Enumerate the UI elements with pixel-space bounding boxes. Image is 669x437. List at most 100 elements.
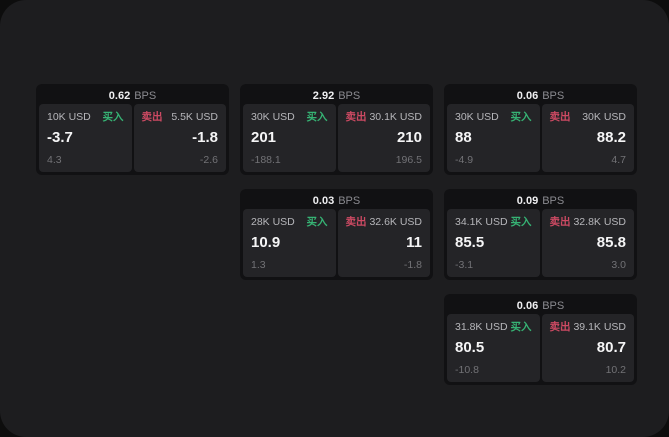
sell-panel-top: 卖出 30K USD <box>550 109 627 124</box>
quote-card: 0.03 BPS 28K USD 买入 10.9 1.3 卖出 32.6K US… <box>240 189 433 280</box>
bps-unit-label: BPS <box>338 194 361 207</box>
buy-panel[interactable]: 30K USD 买入 201 -188.1 <box>243 104 336 172</box>
sell-panel-top: 卖出 39.1K USD <box>550 319 627 334</box>
bps-value: 0.06 <box>516 299 539 312</box>
sell-panel-top: 卖出 32.8K USD <box>550 214 627 229</box>
buy-sell-panels: 30K USD 买入 88 -4.9 卖出 30K USD 88.2 4.7 <box>447 104 634 172</box>
sell-price: 85.8 <box>596 233 626 251</box>
bps-value: 0.09 <box>516 194 539 207</box>
buy-panel-top: 31.8K USD 买入 <box>455 319 532 334</box>
buy-amount: 30K USD <box>251 111 295 123</box>
sell-panel[interactable]: 卖出 32.8K USD 85.8 3.0 <box>541 209 634 277</box>
quote-card: 0.06 BPS 31.8K USD 买入 80.5 -10.8 卖出 39.1… <box>444 294 637 385</box>
buy-panel[interactable]: 34.1K USD 买入 85.5 -3.1 <box>447 209 540 277</box>
sell-amount: 39.1K USD <box>573 321 626 333</box>
buy-price: 201 <box>251 128 277 146</box>
buy-amount: 10K USD <box>47 111 91 123</box>
sell-panel-top: 卖出 32.6K USD <box>346 214 423 229</box>
buy-sub-value: -10.8 <box>455 364 479 376</box>
buy-side-label: 买入 <box>306 111 328 123</box>
sell-price: 80.7 <box>596 338 626 356</box>
sell-sub-value: 196.5 <box>395 154 422 166</box>
sell-sub-value: 4.7 <box>611 154 626 166</box>
sell-side-label: 卖出 <box>549 216 571 228</box>
sell-side-label: 卖出 <box>549 321 571 333</box>
buy-amount: 31.8K USD <box>455 321 508 333</box>
sell-side-label: 卖出 <box>141 111 163 123</box>
cards-grid: 0.62 BPS 10K USD 买入 -3.7 4.3 卖出 5.5K USD <box>36 84 637 385</box>
quote-card: 0.06 BPS 30K USD 买入 88 -4.9 卖出 30K USD <box>444 84 637 175</box>
sell-panel[interactable]: 卖出 5.5K USD -1.8 -2.6 <box>133 104 226 172</box>
buy-sell-panels: 30K USD 买入 201 -188.1 卖出 30.1K USD 210 1… <box>243 104 430 172</box>
buy-sell-panels: 31.8K USD 买入 80.5 -10.8 卖出 39.1K USD 80.… <box>447 314 634 382</box>
buy-panel-top: 30K USD 买入 <box>251 109 328 124</box>
buy-panel[interactable]: 31.8K USD 买入 80.5 -10.8 <box>447 314 540 382</box>
buy-price: 10.9 <box>251 233 281 251</box>
buy-price: 80.5 <box>455 338 485 356</box>
buy-sub-value: -188.1 <box>251 154 281 166</box>
sell-amount: 30K USD <box>582 111 626 123</box>
sell-panel[interactable]: 卖出 32.6K USD 11 -1.8 <box>337 209 430 277</box>
bps-value: 0.03 <box>312 194 335 207</box>
buy-panel-top: 28K USD 买入 <box>251 214 328 229</box>
sell-sub-value: 10.2 <box>605 364 626 376</box>
card-header: 0.62 BPS <box>39 87 226 104</box>
quote-card: 0.62 BPS 10K USD 买入 -3.7 4.3 卖出 5.5K USD <box>36 84 229 175</box>
card-header: 0.09 BPS <box>447 192 634 209</box>
buy-side-label: 买入 <box>102 111 124 123</box>
sell-price: 88.2 <box>596 128 626 146</box>
card-header: 0.06 BPS <box>447 87 634 104</box>
buy-sub-value: 1.3 <box>251 259 266 271</box>
buy-price: 85.5 <box>455 233 485 251</box>
sell-panel[interactable]: 卖出 30K USD 88.2 4.7 <box>541 104 634 172</box>
sell-sub-value: -2.6 <box>199 154 218 166</box>
buy-amount: 28K USD <box>251 216 295 228</box>
buy-panel[interactable]: 30K USD 买入 88 -4.9 <box>447 104 540 172</box>
sell-amount: 32.6K USD <box>369 216 422 228</box>
bps-value: 0.62 <box>108 89 131 102</box>
buy-sub-value: -3.1 <box>455 259 474 271</box>
card-header: 0.06 BPS <box>447 297 634 314</box>
sell-amount: 32.8K USD <box>573 216 626 228</box>
card-header: 0.03 BPS <box>243 192 430 209</box>
buy-sub-value: 4.3 <box>47 154 62 166</box>
sell-panel-top: 卖出 30.1K USD <box>346 109 423 124</box>
quote-card: 0.09 BPS 34.1K USD 买入 85.5 -3.1 卖出 32.8K… <box>444 189 637 280</box>
bps-unit-label: BPS <box>542 299 565 312</box>
sell-side-label: 卖出 <box>345 216 367 228</box>
bps-unit-label: BPS <box>542 89 565 102</box>
sell-price: -1.8 <box>192 128 218 146</box>
buy-price: -3.7 <box>47 128 73 146</box>
buy-sell-panels: 10K USD 买入 -3.7 4.3 卖出 5.5K USD -1.8 -2.… <box>39 104 226 172</box>
sell-sub-value: 3.0 <box>611 259 626 271</box>
buy-side-label: 买入 <box>510 321 532 333</box>
sell-amount: 5.5K USD <box>171 111 218 123</box>
sell-amount: 30.1K USD <box>369 111 422 123</box>
buy-panel[interactable]: 10K USD 买入 -3.7 4.3 <box>39 104 132 172</box>
sell-panel[interactable]: 卖出 30.1K USD 210 196.5 <box>337 104 430 172</box>
buy-sell-panels: 34.1K USD 买入 85.5 -3.1 卖出 32.8K USD 85.8… <box>447 209 634 277</box>
sell-side-label: 卖出 <box>345 111 367 123</box>
sell-panel[interactable]: 卖出 39.1K USD 80.7 10.2 <box>541 314 634 382</box>
buy-side-label: 买入 <box>510 111 532 123</box>
sell-price: 210 <box>396 128 422 146</box>
buy-side-label: 买入 <box>306 216 328 228</box>
bps-value: 0.06 <box>516 89 539 102</box>
buy-panel[interactable]: 28K USD 买入 10.9 1.3 <box>243 209 336 277</box>
sell-panel-top: 卖出 5.5K USD <box>142 109 219 124</box>
buy-amount: 34.1K USD <box>455 216 508 228</box>
buy-sub-value: -4.9 <box>455 154 474 166</box>
sell-price: 11 <box>406 233 422 251</box>
buy-price: 88 <box>455 128 472 146</box>
buy-panel-top: 30K USD 买入 <box>455 109 532 124</box>
sell-sub-value: -1.8 <box>403 259 422 271</box>
quote-card: 2.92 BPS 30K USD 买入 201 -188.1 卖出 30.1K … <box>240 84 433 175</box>
buy-panel-top: 34.1K USD 买入 <box>455 214 532 229</box>
bps-unit-label: BPS <box>338 89 361 102</box>
buy-side-label: 买入 <box>510 216 532 228</box>
bps-unit-label: BPS <box>134 89 157 102</box>
buy-sell-panels: 28K USD 买入 10.9 1.3 卖出 32.6K USD 11 -1.8 <box>243 209 430 277</box>
card-header: 2.92 BPS <box>243 87 430 104</box>
bps-value: 2.92 <box>312 89 335 102</box>
